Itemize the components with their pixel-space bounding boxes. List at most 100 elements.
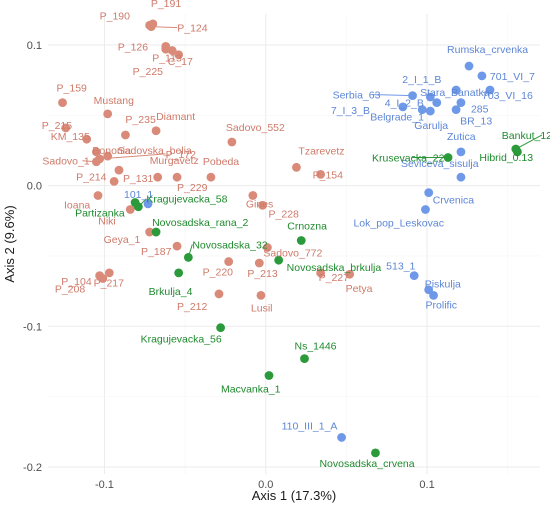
point-label: P_213 — [247, 268, 278, 280]
point-label: 7_I_3_B — [331, 105, 370, 117]
data-point — [153, 172, 163, 182]
point-label: Crnozna — [287, 220, 327, 232]
data-point — [408, 91, 417, 100]
point-label: P_229 — [177, 182, 208, 194]
point-label: 110_III_1_A — [282, 420, 338, 432]
point-label: P_235 — [125, 114, 156, 126]
data-point — [125, 205, 135, 214]
data-point — [161, 44, 171, 54]
point-label: Petya — [346, 283, 373, 295]
point-label: Partizanka — [75, 208, 125, 220]
data-point — [425, 106, 435, 116]
data-point — [451, 105, 461, 115]
data-point — [61, 123, 71, 133]
y-tick-label: -0.1 — [23, 321, 42, 333]
point-label: Mustang — [94, 95, 134, 107]
point-label: P_190 — [100, 10, 131, 22]
point-label: P_208 — [55, 283, 86, 295]
point-label: Zutica — [447, 131, 476, 143]
x-tick-label: -0.1 — [95, 479, 114, 491]
data-point — [424, 188, 434, 198]
data-point — [421, 205, 430, 214]
point-label: P_131 — [123, 173, 154, 185]
point-label: Kragujevacka_58 — [146, 194, 227, 206]
data-point — [409, 271, 419, 281]
data-point — [292, 162, 301, 172]
point-label: P_187 — [141, 246, 172, 258]
point-label: Crvenica — [433, 195, 475, 207]
point-label: Bankut_1205 — [502, 130, 550, 142]
data-point — [316, 268, 326, 278]
data-point — [274, 255, 284, 265]
data-point — [425, 92, 435, 102]
data-point — [316, 169, 326, 179]
data-point — [82, 134, 92, 144]
data-point — [337, 433, 346, 442]
point-label: Sadovo_552 — [226, 122, 285, 134]
point-label: P_217 — [94, 278, 125, 290]
point-label: P_225 — [133, 66, 164, 78]
data-point — [114, 165, 124, 175]
point-label: Stara_Banatka — [420, 87, 490, 99]
data-point — [172, 241, 182, 251]
label-leader-line — [515, 134, 543, 150]
point-label: Seviceva_sisulja — [401, 158, 479, 170]
point-label: Macvanka_1 — [221, 384, 281, 396]
data-point — [262, 243, 272, 252]
data-point — [98, 274, 108, 283]
point-label: Krusevacka_22 — [372, 152, 445, 164]
point-label: P_215 — [42, 120, 73, 132]
point-label: Pobeda — [203, 156, 239, 168]
point-label: P_124 — [177, 23, 208, 35]
y-tick-label: -0.2 — [23, 462, 42, 474]
data-point — [227, 137, 237, 147]
data-point — [429, 290, 438, 300]
point-label: 701_VI_7 — [490, 71, 535, 83]
data-point — [485, 85, 495, 95]
data-point — [456, 147, 466, 157]
data-point — [109, 177, 119, 186]
point-label: P_113 — [152, 53, 182, 65]
data-point — [143, 199, 153, 209]
data-point — [91, 147, 101, 157]
point-label: Garulja — [414, 120, 448, 132]
data-point — [432, 98, 442, 108]
data-point — [300, 354, 309, 364]
y-tick-label: 0.1 — [27, 40, 42, 52]
point-label: BR_13 — [460, 116, 492, 128]
point-label: Novosadska_brkulja — [287, 262, 382, 274]
data-point — [417, 105, 427, 115]
y-tick-label: 0.0 — [27, 181, 42, 193]
x-axis-title: Axis 1 (17.3%) — [252, 488, 337, 503]
label-leader-line — [372, 94, 413, 97]
data-point — [296, 236, 306, 245]
data-point — [145, 227, 155, 237]
data-point — [93, 191, 103, 200]
point-label: KM_135 — [51, 131, 90, 143]
data-point — [91, 157, 101, 167]
data-point — [183, 252, 193, 262]
point-label: P_104 — [61, 276, 92, 288]
point-label: 285 — [471, 104, 489, 116]
point-label: P_220 — [203, 267, 234, 279]
point-label: P_191 — [151, 0, 182, 10]
data-point — [224, 257, 234, 266]
point-label: Prolific — [426, 299, 458, 311]
data-point — [130, 198, 140, 207]
data-point — [258, 200, 267, 210]
point-label: P_228 — [269, 208, 300, 220]
point-label: P_227 — [319, 272, 350, 284]
data-point — [256, 290, 266, 300]
point-label: Tzarevetz — [298, 145, 344, 157]
point-label: Brkulja_4 — [149, 286, 193, 298]
data-points — [58, 19, 522, 458]
point-label: Novosadska_crvena — [319, 458, 414, 470]
point-label: Rumska_crvenka — [447, 44, 528, 56]
point-label: Geya_1 — [104, 234, 141, 246]
data-point — [216, 323, 226, 333]
point-label: Novosadska_rana_2 — [152, 217, 248, 229]
point-label: Niki — [98, 216, 116, 228]
point-label: Belgrade_1 — [370, 112, 424, 124]
point-label: P_126 — [118, 41, 149, 53]
